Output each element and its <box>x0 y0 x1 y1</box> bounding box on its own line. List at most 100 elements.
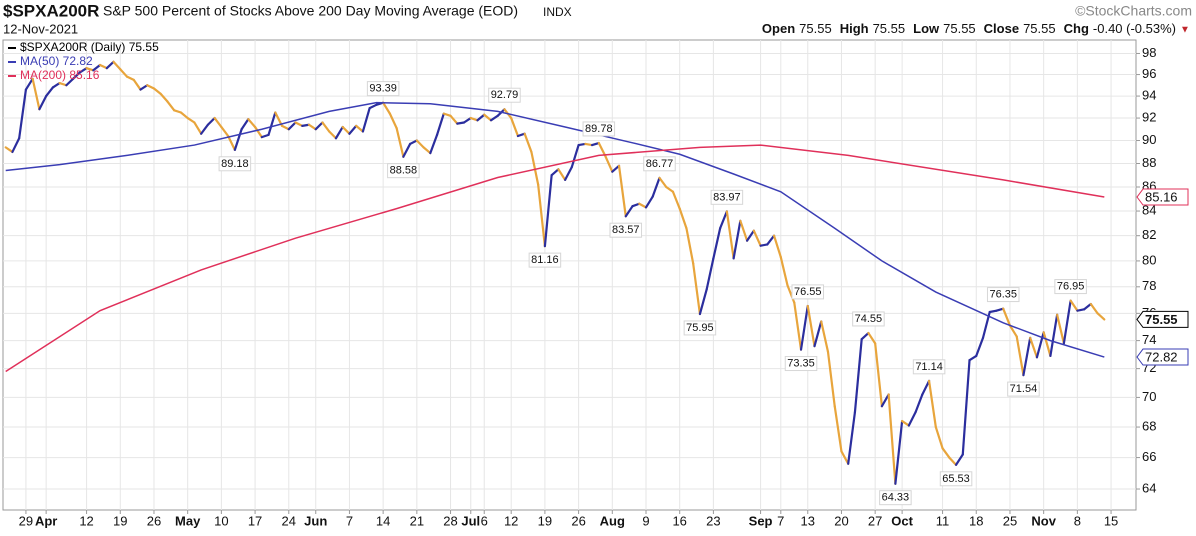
price-segment <box>631 202 641 208</box>
x-tick-label: 25 <box>1003 513 1017 528</box>
price-segment <box>71 71 81 80</box>
price-segment <box>152 87 162 95</box>
price-segment <box>388 112 398 130</box>
x-tick-label: 7 <box>777 513 784 528</box>
price-segment <box>193 121 203 135</box>
price-segment <box>4 146 14 154</box>
lines <box>4 60 1106 485</box>
price-segment <box>537 183 546 248</box>
price-segment <box>840 450 850 465</box>
annotation-box <box>879 490 912 506</box>
price-segment <box>577 142 587 147</box>
price-segment <box>1029 336 1039 359</box>
y-tick-label: 74 <box>1142 332 1156 347</box>
x-tick-label: Jun <box>304 513 327 528</box>
annotation-box <box>488 87 521 103</box>
price-segment <box>24 77 34 91</box>
price-segment <box>853 338 863 414</box>
x-tick-label: 18 <box>969 513 983 528</box>
price-segment <box>462 116 472 124</box>
y-tick-label: 92 <box>1142 109 1156 124</box>
price-segment <box>1056 313 1065 345</box>
price-segment <box>368 103 378 110</box>
price-segment <box>213 116 223 129</box>
annotation-label: 76.55 <box>794 286 822 298</box>
price-segment <box>105 60 115 70</box>
y-tick-label: 80 <box>1142 252 1156 267</box>
price-segment <box>813 320 823 348</box>
quote-label: High <box>840 21 869 36</box>
price-segment <box>678 207 688 230</box>
legend-label: $SPXA200R (Daily) 75.55 <box>20 40 159 54</box>
x-tick-label: 12 <box>79 513 93 528</box>
price-segment <box>927 379 937 429</box>
annotations: 89.18 93.39 88.58 92.79 81.16 89.78 83.57 86.77… <box>218 81 1087 506</box>
price-segment <box>159 92 169 103</box>
quote-value: 75.55 <box>943 21 976 36</box>
price-segment <box>651 176 661 198</box>
price-segment <box>240 118 250 131</box>
price-segment <box>58 82 68 87</box>
price-segment <box>125 75 135 81</box>
price-segment <box>78 67 88 74</box>
price-segment <box>287 121 297 131</box>
quote-label: Chg <box>1064 21 1089 36</box>
value-tag <box>1136 188 1189 206</box>
x-tick-label: 19 <box>113 513 127 528</box>
price-segment <box>961 359 971 456</box>
annotation-label: 71.14 <box>915 361 943 373</box>
price-segment <box>671 190 681 210</box>
price-segment <box>975 336 985 358</box>
annotation-box <box>939 471 973 487</box>
value-tag <box>1136 310 1189 328</box>
price-segment <box>233 128 243 151</box>
annotation-box <box>683 320 717 336</box>
price-segment <box>570 143 580 169</box>
annotation-label: 64.33 <box>882 492 910 504</box>
price-segment <box>557 168 567 181</box>
x-tick-label: 28 <box>443 513 457 528</box>
value-tag-label: 85.16 <box>1145 189 1178 204</box>
y-tick-label: 68 <box>1142 418 1156 433</box>
price-segment <box>901 419 910 427</box>
price-segment <box>523 132 533 154</box>
price-segment <box>867 331 877 345</box>
price-segment <box>85 67 95 72</box>
x-tick-label: 26 <box>147 513 161 528</box>
price-segment <box>799 304 809 351</box>
price-segment <box>510 116 520 138</box>
price-segment <box>179 111 189 120</box>
y-tick-label: 84 <box>1142 202 1156 217</box>
price-segment <box>1008 324 1018 338</box>
price-segment <box>31 77 41 111</box>
x-tick-label: 29 <box>19 513 33 528</box>
price-segment <box>638 202 648 209</box>
annotation-box <box>1007 381 1040 397</box>
price-segment <box>476 113 486 122</box>
annotation-label: 92.79 <box>491 89 519 101</box>
price-segment <box>1015 335 1025 377</box>
price-segment <box>260 133 270 139</box>
annotation-label: 75.95 <box>686 322 714 334</box>
price-segment <box>820 320 830 353</box>
annotation-box <box>784 356 818 372</box>
price-segment <box>220 125 230 138</box>
annotation-label: 76.35 <box>989 289 1017 301</box>
price-segment <box>759 243 769 247</box>
quote-value: -0.40 (-0.53%) <box>1093 21 1176 36</box>
exchange: INDX <box>543 5 572 19</box>
price-segment <box>530 150 540 186</box>
price-segment <box>11 137 21 154</box>
value-tag-label: 72.82 <box>1145 349 1178 364</box>
price-segment <box>92 63 102 72</box>
price-segment <box>429 133 439 155</box>
price-segment <box>1062 299 1072 345</box>
price-segment <box>253 125 263 139</box>
price-segment <box>1089 302 1099 315</box>
price-segment <box>51 82 61 89</box>
price-segment <box>833 405 843 453</box>
price-segment <box>934 425 944 450</box>
annotation-box <box>986 287 1020 303</box>
price-segment <box>1002 307 1012 327</box>
